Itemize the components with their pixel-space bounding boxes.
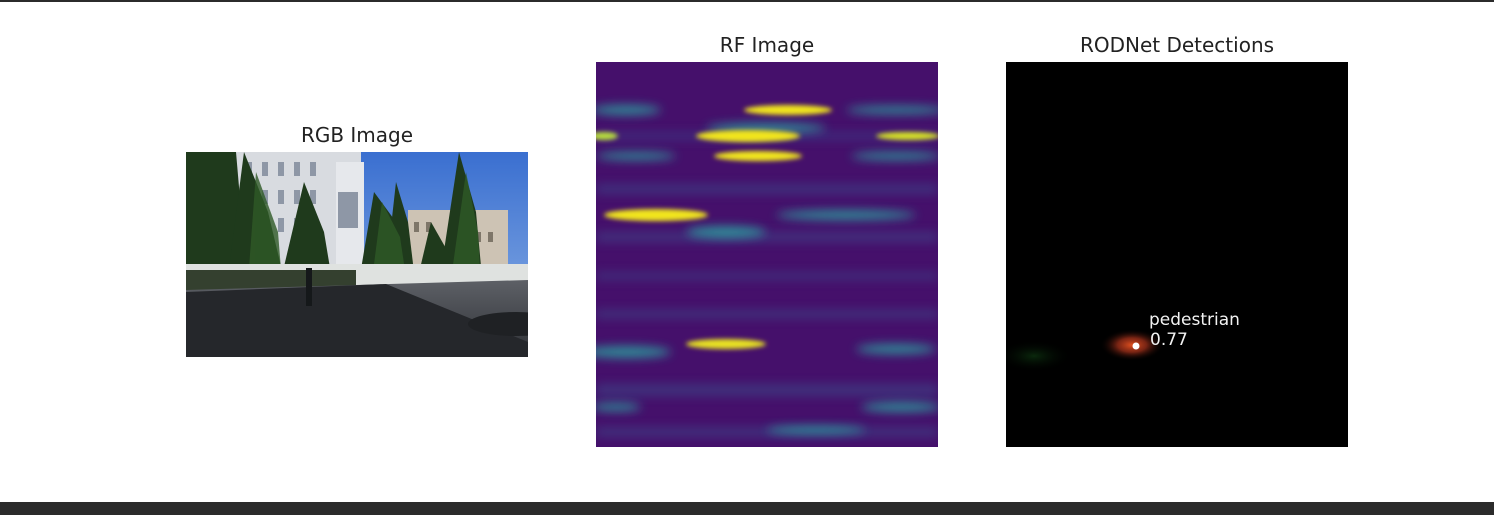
rf-image-title: RF Image — [719, 33, 815, 57]
detection-class-label: pedestrian — [1149, 310, 1240, 330]
rgb-image-title: RGB Image — [300, 123, 414, 147]
rodnet-detections-title: RODNet Detections — [1079, 33, 1275, 57]
rodnet-detections-map: pedestrian 0.77 — [1006, 62, 1348, 447]
top-border — [0, 0, 1494, 2]
bottom-bar — [0, 502, 1494, 515]
rgb-image — [186, 152, 528, 357]
rf-heatmap — [596, 62, 938, 447]
rf-image — [596, 62, 938, 447]
detection-score-label: 0.77 — [1150, 330, 1188, 350]
rgb-scene-photo — [186, 152, 528, 357]
detection-glow — [1006, 329, 1164, 372]
detection-point — [1132, 342, 1140, 350]
